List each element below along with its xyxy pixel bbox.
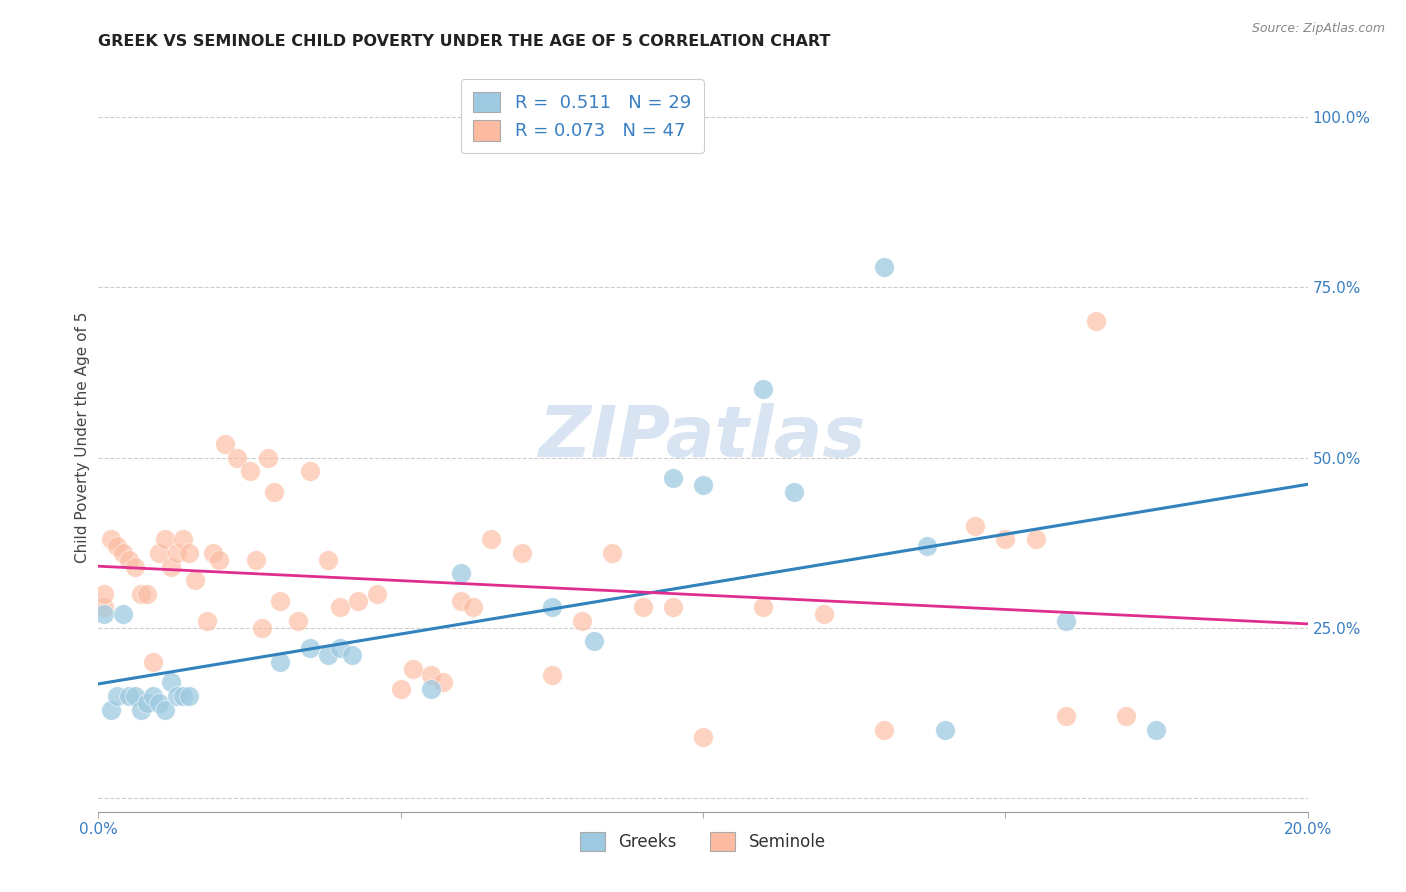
Point xyxy=(965,518,987,533)
Point xyxy=(692,477,714,491)
Point xyxy=(93,587,115,601)
Point xyxy=(389,682,412,697)
Point xyxy=(129,702,152,716)
Point xyxy=(813,607,835,622)
Point xyxy=(142,689,165,703)
Point xyxy=(148,546,170,560)
Point xyxy=(245,552,267,566)
Point xyxy=(299,464,322,478)
Point xyxy=(1115,709,1137,723)
Point xyxy=(166,546,188,560)
Point xyxy=(93,607,115,622)
Point xyxy=(316,552,339,566)
Point xyxy=(105,689,128,703)
Point xyxy=(540,600,562,615)
Point xyxy=(135,587,157,601)
Point xyxy=(153,533,176,547)
Point xyxy=(366,587,388,601)
Point xyxy=(172,689,194,703)
Point xyxy=(124,689,146,703)
Point xyxy=(166,689,188,703)
Point xyxy=(148,696,170,710)
Legend: Greeks, Seminole: Greeks, Seminole xyxy=(572,823,834,860)
Point xyxy=(1144,723,1167,737)
Point xyxy=(661,600,683,615)
Point xyxy=(214,437,236,451)
Point xyxy=(256,450,278,465)
Point xyxy=(269,593,291,607)
Point xyxy=(100,702,122,716)
Point xyxy=(111,546,134,560)
Point xyxy=(195,614,218,628)
Point xyxy=(571,614,593,628)
Y-axis label: Child Poverty Under the Age of 5: Child Poverty Under the Age of 5 xyxy=(75,311,90,563)
Point xyxy=(202,546,225,560)
Point xyxy=(994,533,1017,547)
Point xyxy=(329,641,352,656)
Point xyxy=(160,559,183,574)
Point xyxy=(316,648,339,662)
Point xyxy=(450,566,472,581)
Point xyxy=(142,655,165,669)
Point xyxy=(93,600,115,615)
Point xyxy=(783,484,806,499)
Point xyxy=(239,464,262,478)
Point xyxy=(135,696,157,710)
Point xyxy=(250,621,273,635)
Point xyxy=(263,484,285,499)
Point xyxy=(179,689,201,703)
Point xyxy=(118,552,141,566)
Point xyxy=(172,533,194,547)
Point xyxy=(1054,709,1077,723)
Point xyxy=(873,723,896,737)
Point xyxy=(153,702,176,716)
Point xyxy=(915,539,938,553)
Point xyxy=(1024,533,1046,547)
Point xyxy=(347,593,370,607)
Point xyxy=(661,471,683,485)
Point xyxy=(450,593,472,607)
Point xyxy=(481,533,503,547)
Point xyxy=(160,675,183,690)
Text: ZIPatlas: ZIPatlas xyxy=(540,402,866,472)
Point xyxy=(329,600,352,615)
Point xyxy=(342,648,364,662)
Point xyxy=(540,668,562,682)
Text: Source: ZipAtlas.com: Source: ZipAtlas.com xyxy=(1251,22,1385,36)
Point xyxy=(105,539,128,553)
Point xyxy=(692,730,714,744)
Point xyxy=(420,668,443,682)
Point xyxy=(420,682,443,697)
Point xyxy=(118,689,141,703)
Point xyxy=(1085,314,1108,328)
Point xyxy=(111,607,134,622)
Point xyxy=(873,260,896,274)
Point xyxy=(631,600,654,615)
Point xyxy=(179,546,201,560)
Point xyxy=(432,675,454,690)
Point xyxy=(287,614,309,628)
Point xyxy=(100,533,122,547)
Text: GREEK VS SEMINOLE CHILD POVERTY UNDER THE AGE OF 5 CORRELATION CHART: GREEK VS SEMINOLE CHILD POVERTY UNDER TH… xyxy=(98,34,831,49)
Point xyxy=(402,662,425,676)
Point xyxy=(602,546,624,560)
Point xyxy=(752,600,775,615)
Point xyxy=(1054,614,1077,628)
Point xyxy=(752,383,775,397)
Point xyxy=(184,573,207,587)
Point xyxy=(208,552,231,566)
Point xyxy=(299,641,322,656)
Point xyxy=(226,450,249,465)
Point xyxy=(583,634,606,648)
Point xyxy=(463,600,485,615)
Point xyxy=(269,655,291,669)
Point xyxy=(510,546,533,560)
Point xyxy=(934,723,956,737)
Point xyxy=(124,559,146,574)
Point xyxy=(129,587,152,601)
